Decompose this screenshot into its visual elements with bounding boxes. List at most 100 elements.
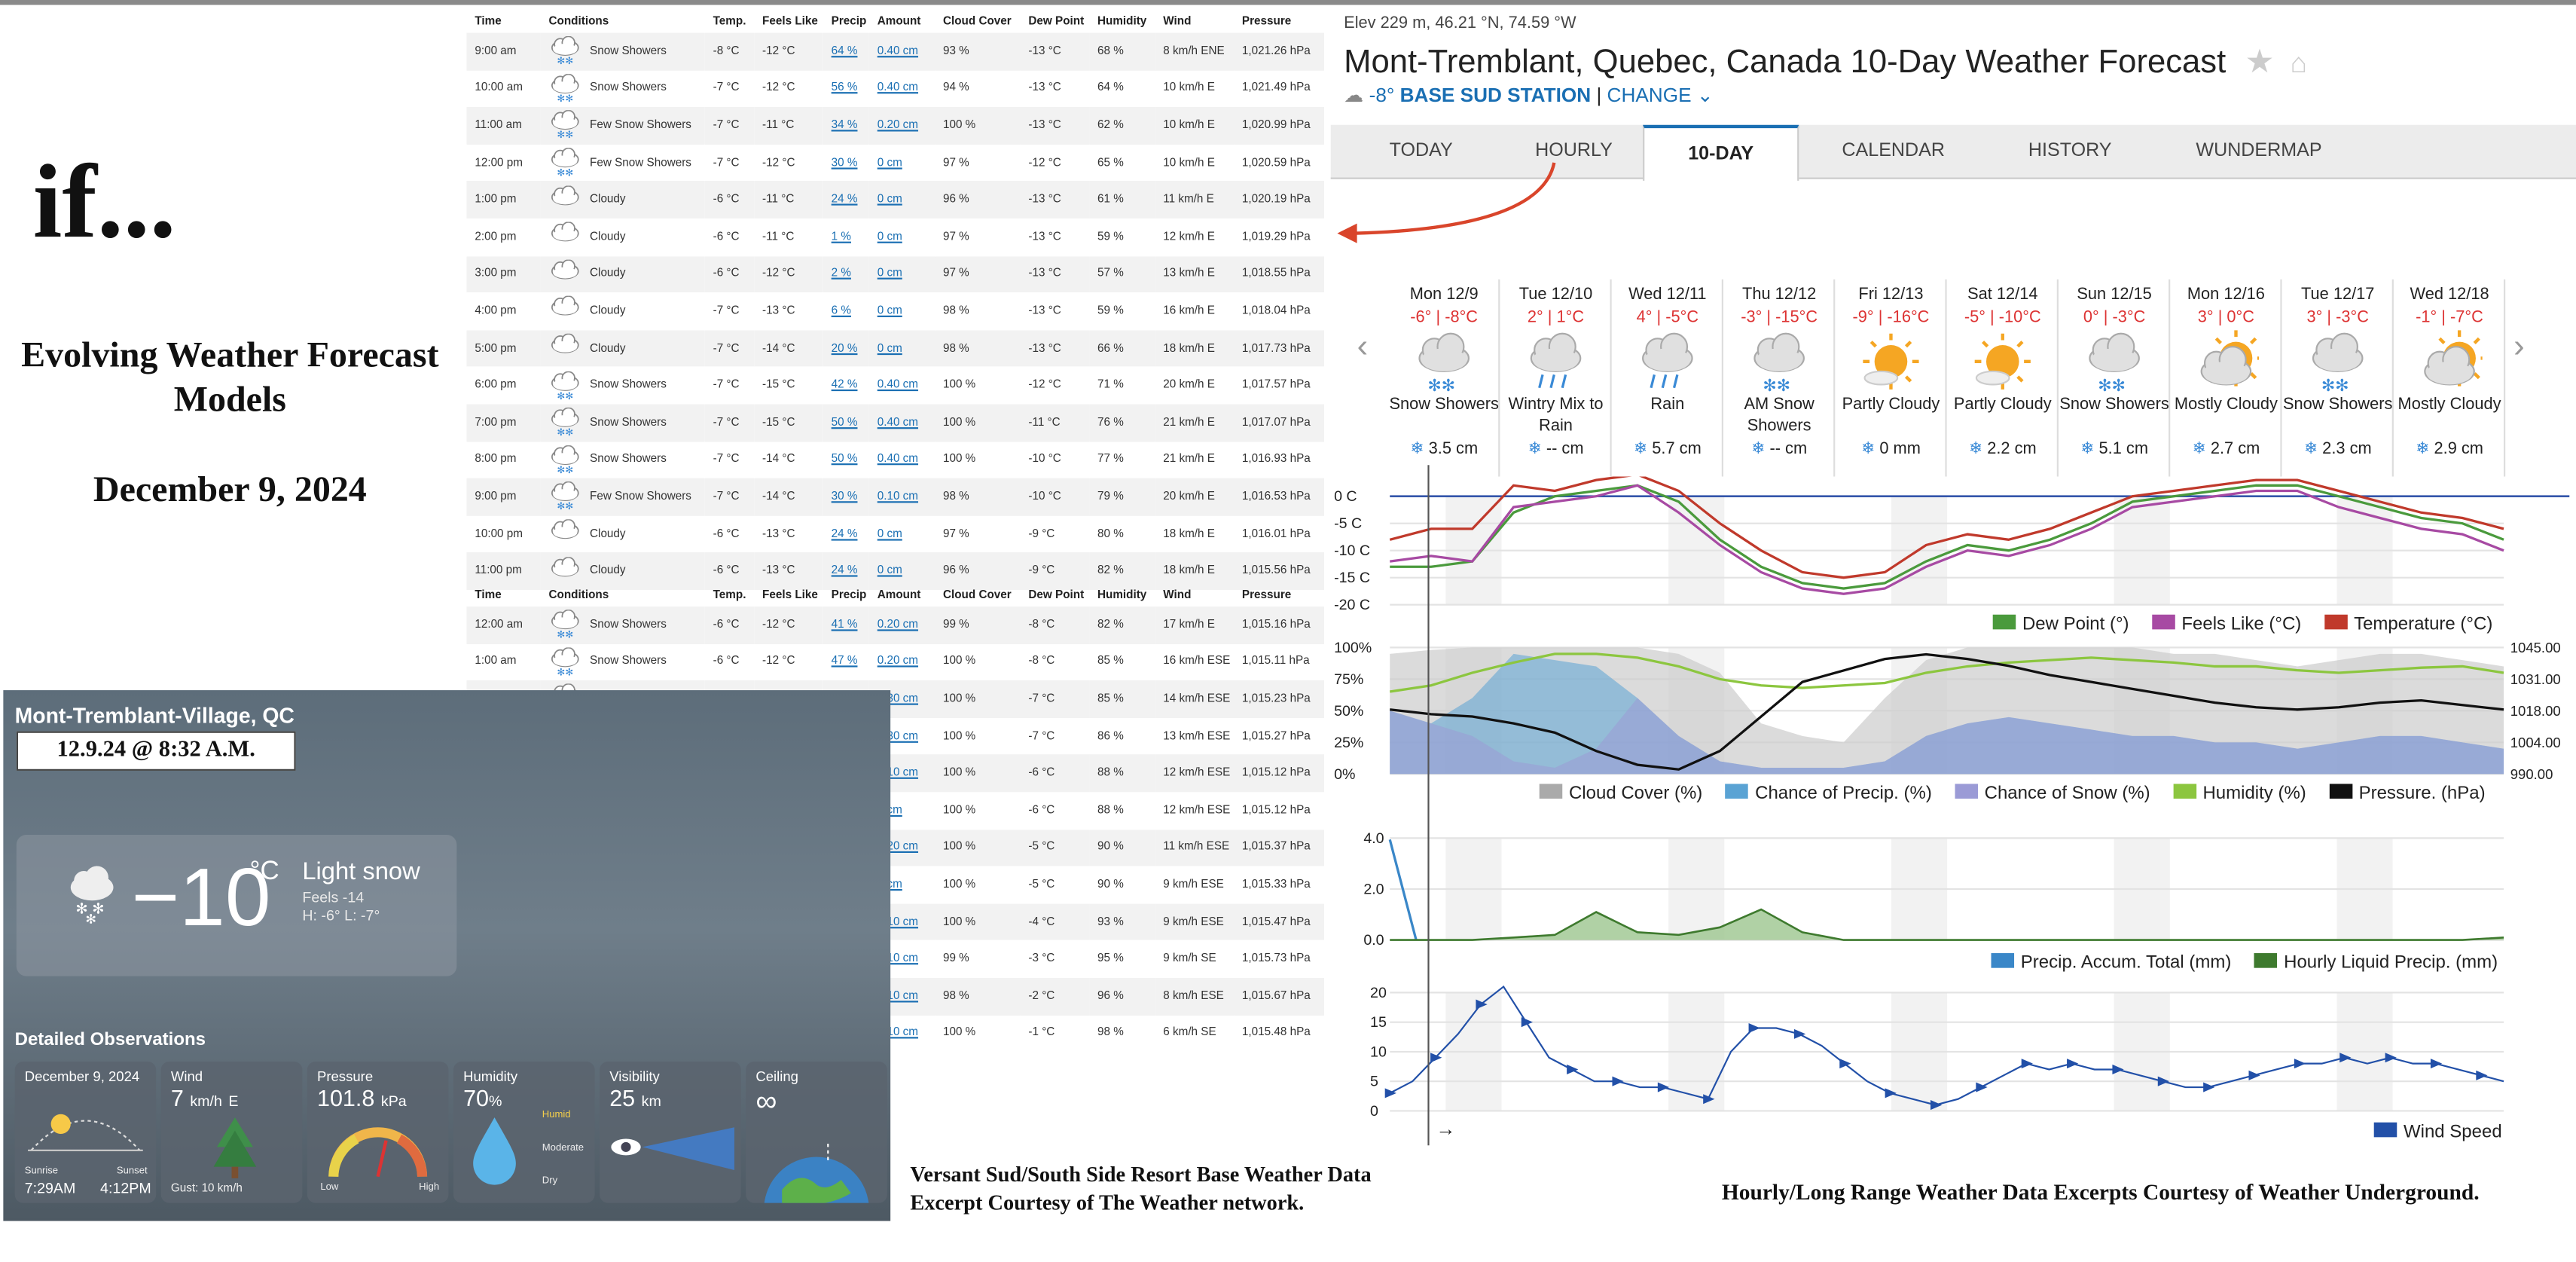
cell-link[interactable]: 64 % xyxy=(823,32,869,70)
snowflake-icon: ❄ xyxy=(1410,440,1424,459)
cell-link[interactable]: 0.20 cm xyxy=(877,656,919,668)
cell-link[interactable]: 1 % xyxy=(831,231,851,243)
cell-link[interactable]: 0 cm xyxy=(877,231,902,243)
table-cell: -6 °C xyxy=(704,552,755,590)
snow-icon: ✻✻ xyxy=(551,111,579,140)
day-column[interactable]: Wed 12/18 -1° | -7°C Mostly Cloudy ❄ 2.9 cm xyxy=(2394,279,2506,477)
tab-wundermap[interactable]: WUNDERMAP xyxy=(2196,141,2322,161)
day-condition: AM Snow Showers xyxy=(1744,396,1814,435)
table-cell: -12 °C xyxy=(754,606,823,644)
table-cell: 9 km/h ESE xyxy=(1163,879,1224,891)
cell-link[interactable]: 0.40 cm xyxy=(877,454,919,466)
table-cell: 1,015.12 hPa xyxy=(1234,754,1324,793)
wind-direction-marker xyxy=(1930,1100,1943,1111)
cell-link[interactable]: 0 cm xyxy=(877,157,902,169)
cell-link[interactable]: 50 % xyxy=(831,454,858,466)
day-column[interactable]: Wed 12/11 4° | -5°C Rain ❄ 5.7 cm xyxy=(1612,279,1723,477)
day-column[interactable]: Tue 12/17 3° | -3°C ✻✻ Snow Showers ❄ 2.3 cm xyxy=(2282,279,2394,477)
cell-link[interactable]: 0.20 cm xyxy=(868,606,935,644)
cell-link[interactable]: 50 % xyxy=(823,404,869,442)
wind-direction-marker xyxy=(2294,1059,2306,1069)
day-column[interactable]: Sat 12/14 -5° | -10°C Partly Cloudy ❄ 2.2 c… xyxy=(1947,279,2059,477)
temp-unit: °C xyxy=(249,857,279,886)
cell-link[interactable]: 47 % xyxy=(831,656,858,668)
cell-link[interactable]: 0.40 cm xyxy=(868,404,935,442)
caption-right: Hourly/Long Range Weather Data Excerpts … xyxy=(1721,1180,2480,1205)
caption-left: Versant Sud/South Side Resort Base Weath… xyxy=(910,1162,1371,1216)
table-cell: -7 °C xyxy=(713,305,740,317)
cell-link[interactable]: 24 % xyxy=(823,552,869,590)
cell-link[interactable]: 0 cm xyxy=(877,528,902,540)
cell-link[interactable]: 30 % xyxy=(831,157,858,169)
cell-link[interactable]: 0.40 cm xyxy=(868,32,935,70)
tab-10-day[interactable]: 10-DAY xyxy=(1643,124,1799,181)
pressure-title: Pressure xyxy=(316,1068,374,1085)
cloud-icon xyxy=(551,222,579,242)
day-precip: ❄ -- cm xyxy=(1528,440,1584,459)
column-header: Pressure xyxy=(1241,16,1292,29)
hourly-liquid-area xyxy=(1390,909,2504,940)
change-station-link[interactable]: CHANGE xyxy=(1607,84,1692,107)
prev-arrow-icon[interactable]: ‹ xyxy=(1357,328,1369,365)
wind-direction-marker xyxy=(2203,1082,2215,1092)
table-cell: 11:00 am xyxy=(466,107,541,145)
pressure-tile: Pressure 101.8 kPa Low High xyxy=(307,1062,449,1203)
cell-link[interactable]: 2 % xyxy=(823,255,869,293)
cell-link[interactable]: 0 cm xyxy=(877,305,902,317)
hourly-liquid-line xyxy=(1390,908,2504,941)
axis-tick-label: 0% xyxy=(1334,766,1355,783)
tab-history[interactable]: HISTORY xyxy=(2028,141,2112,161)
cell-link[interactable]: 30 % xyxy=(823,478,869,516)
star-icon[interactable]: ★ xyxy=(2245,44,2275,81)
cell-link[interactable]: 0 cm xyxy=(868,552,935,590)
axis-tick-label: 0 xyxy=(1370,1103,1378,1120)
table-cell: 8 km/h ENE xyxy=(1155,32,1235,70)
day-column[interactable]: Tue 12/10 2° | 1°C Wintry Mix to Rain ❄ -- … xyxy=(1500,279,1612,477)
cell-link[interactable]: 0.10 cm xyxy=(868,478,935,516)
cell-link[interactable]: 0 cm xyxy=(868,255,935,293)
cell-link[interactable]: 20 % xyxy=(823,329,869,368)
home-icon[interactable]: ⌂ xyxy=(2290,47,2307,79)
day-column[interactable]: Fri 12/13 -9° | -16°C Partly Cloudy ❄ 0 mm xyxy=(1835,279,1947,477)
cell-link[interactable]: 0.40 cm xyxy=(877,380,919,392)
day-column[interactable]: Sun 12/15 0° | -3°C ✻✻ Snow Showers ❄ 5.1 cm xyxy=(2059,279,2171,477)
chevron-down-icon[interactable]: ⌄ xyxy=(1696,84,1714,107)
cell-link[interactable]: 0 cm xyxy=(868,329,935,368)
cell-link[interactable]: 34 % xyxy=(823,107,869,145)
day-high-low: 3° | 0°C xyxy=(2197,309,2255,328)
table-cell: 8:00 pm xyxy=(475,454,517,466)
cell-link[interactable]: 6 % xyxy=(831,305,851,317)
table-cell: -13 °C xyxy=(762,305,795,317)
cell-link[interactable]: 42 % xyxy=(831,380,858,392)
tab-calendar[interactable]: CALENDAR xyxy=(1842,141,1946,161)
column-header: Amount xyxy=(877,16,921,29)
table-cell: -11 °C xyxy=(754,181,823,219)
cell-link[interactable]: 41 % xyxy=(823,606,869,644)
cell-link[interactable]: 56 % xyxy=(831,82,858,95)
cell-link[interactable]: 24 % xyxy=(831,528,858,540)
cell-link[interactable]: 0.20 cm xyxy=(868,107,935,145)
day-column[interactable]: Mon 12/16 3° | 0°C Mostly Cloudy ❄ 2.7 cm xyxy=(2170,279,2282,477)
cell-link[interactable]: 0 cm xyxy=(868,181,935,219)
table-cell: 1,021.49 hPa xyxy=(1241,82,1311,95)
cell-link[interactable]: 0.40 cm xyxy=(877,82,919,95)
table-cell: -13 °C xyxy=(1020,107,1090,145)
ceiling-title: Ceiling xyxy=(755,1068,799,1085)
day-column[interactable]: Mon 12/9 -6° | -8°C ✻✻ Snow Showers ❄ 3.5 cm xyxy=(1388,279,1500,477)
cell-link[interactable]: 24 % xyxy=(823,181,869,219)
tab-today[interactable]: TODAY xyxy=(1389,141,1453,161)
table-cell: 1,015.56 hPa xyxy=(1234,552,1324,590)
current-temp: −10 xyxy=(131,851,271,943)
tab-hourly[interactable]: HOURLY xyxy=(1535,141,1613,161)
day-column[interactable]: Thu 12/12 -3° | -15°C ✻✻ AM Snow Showers ❄ -… xyxy=(1723,279,1836,477)
table-cell: -7 °C xyxy=(704,107,755,145)
table-cell: -10 °C xyxy=(1020,478,1090,516)
next-arrow-icon[interactable]: › xyxy=(2513,328,2525,365)
day-name: Fri 12/13 xyxy=(1858,286,1924,304)
table-header: Time Conditions Temp. Feels Like Precip Amoun… xyxy=(466,585,1324,606)
table-cell: -14 °C xyxy=(762,454,795,466)
pressure-axis-label: 990.00 xyxy=(2510,766,2553,782)
column-header: Precip xyxy=(831,16,867,29)
table-row: 9:00 pm ✻✻ Few Snow Showers -7 °C -14 °C 30 %… xyxy=(466,478,1324,516)
table-cell: 100 % xyxy=(935,903,1021,941)
